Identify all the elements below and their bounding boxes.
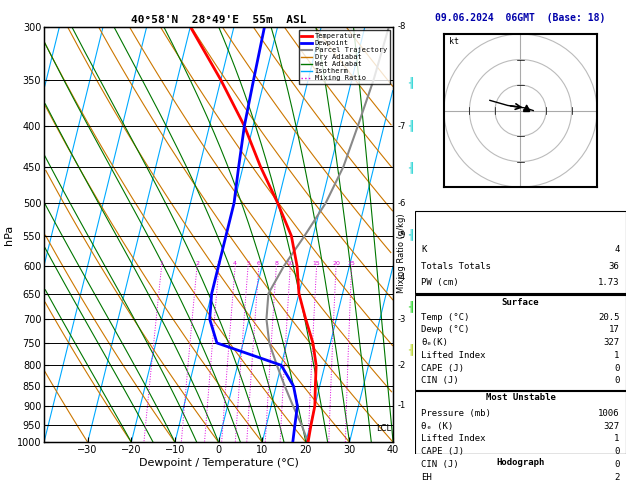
Text: Dewp (°C): Dewp (°C) [421,326,470,334]
Text: 327: 327 [603,421,620,431]
Text: Most Unstable: Most Unstable [486,394,555,402]
Text: 1006: 1006 [598,409,620,418]
Text: 09.06.2024  06GMT  (Base: 18): 09.06.2024 06GMT (Base: 18) [435,13,606,23]
Bar [415,454,626,486]
Text: -1: -1 [398,401,406,410]
Text: EH: EH [421,473,432,482]
Text: 1: 1 [614,351,620,360]
Text: 17: 17 [609,326,620,334]
Text: kt: kt [449,37,459,46]
Legend: Temperature, Dewpoint, Parcel Trajectory, Dry Adiabat, Wet Adiabat, Isotherm, Mi: Temperature, Dewpoint, Parcel Trajectory… [299,30,389,84]
Text: 0: 0 [614,364,620,373]
Text: 4: 4 [233,261,237,266]
Text: 5: 5 [246,261,250,266]
Text: ╢: ╢ [408,76,415,88]
Text: Totals Totals: Totals Totals [421,261,491,271]
Y-axis label: hPa: hPa [4,225,14,244]
Text: 36: 36 [609,261,620,271]
Text: Hodograph: Hodograph [496,458,545,467]
Text: CIN (J): CIN (J) [421,376,459,385]
Text: K: K [421,245,427,254]
Text: 0: 0 [614,376,620,385]
Bar [415,295,626,389]
Text: ╢: ╢ [408,228,415,241]
Text: ╢: ╢ [408,300,415,312]
X-axis label: Dewpoint / Temperature (°C): Dewpoint / Temperature (°C) [138,458,299,468]
Title: 40°58'N  28°49'E  55m  ASL: 40°58'N 28°49'E 55m ASL [131,15,306,25]
Text: 0: 0 [614,447,620,456]
Text: 25: 25 [348,261,355,266]
Text: 8: 8 [274,261,278,266]
Text: -2: -2 [398,361,406,370]
Text: -5: -5 [398,231,406,241]
Text: 2: 2 [195,261,199,266]
Text: 0: 0 [614,460,620,469]
Bar [415,243,626,294]
Text: Pressure (mb): Pressure (mb) [421,409,491,418]
Text: 4: 4 [614,245,620,254]
Text: 327: 327 [603,338,620,347]
Text: -4: -4 [398,273,406,282]
Text: 2: 2 [614,473,620,482]
Text: 6: 6 [257,261,261,266]
Text: -6: -6 [398,199,406,208]
Text: LCL: LCL [376,424,391,433]
Text: 10: 10 [286,261,294,266]
Text: 1.73: 1.73 [598,278,620,287]
Text: 3: 3 [217,261,221,266]
Text: 1: 1 [614,434,620,443]
Text: Mixing Ratio (g/kg): Mixing Ratio (g/kg) [397,213,406,293]
Text: θₑ (K): θₑ (K) [421,421,454,431]
Bar [415,211,626,293]
Text: 20: 20 [332,261,340,266]
Text: -7: -7 [398,122,406,131]
Text: PW (cm): PW (cm) [421,278,459,287]
Text: CIN (J): CIN (J) [421,460,459,469]
Text: ╢: ╢ [408,119,415,131]
Text: ╢: ╢ [408,343,415,355]
Text: ╢: ╢ [408,161,415,173]
Text: 15: 15 [313,261,321,266]
Text: -8: -8 [398,22,406,31]
Bar [415,454,626,486]
Text: 1: 1 [160,261,164,266]
Text: 20.5: 20.5 [598,312,620,322]
Text: Temp (°C): Temp (°C) [421,312,470,322]
Text: CAPE (J): CAPE (J) [421,364,464,373]
Text: Surface: Surface [502,298,539,307]
Text: Lifted Index: Lifted Index [421,351,486,360]
Y-axis label: km
ASL: km ASL [420,225,436,244]
Bar [415,391,626,474]
Text: Lifted Index: Lifted Index [421,434,486,443]
Text: -3: -3 [398,314,406,324]
Text: CAPE (J): CAPE (J) [421,447,464,456]
Text: θₑ(K): θₑ(K) [421,338,448,347]
